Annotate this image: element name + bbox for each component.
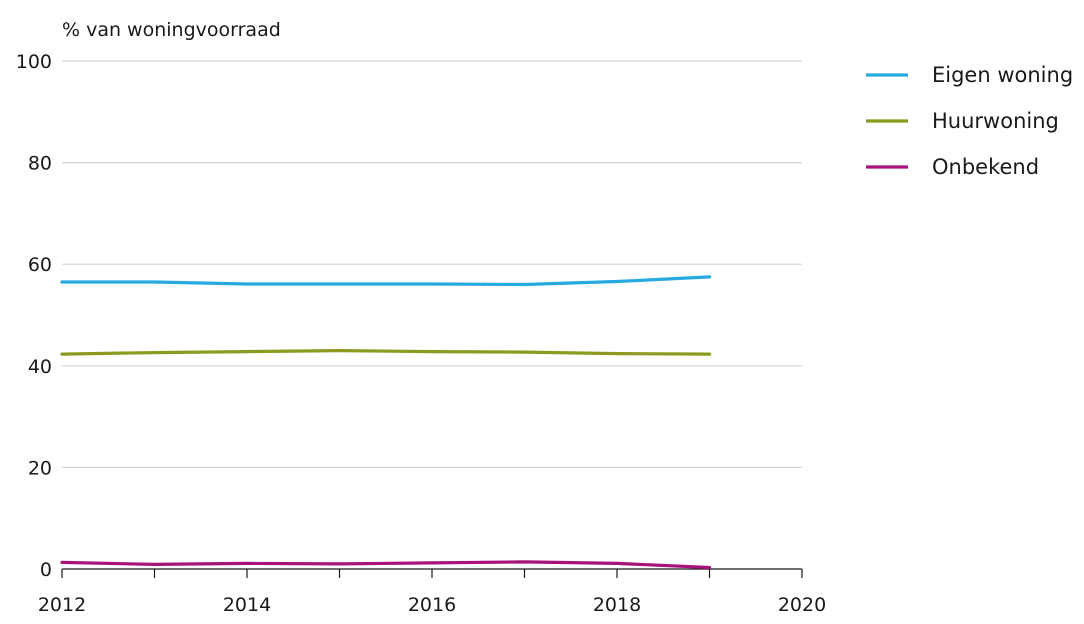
y-tick-label: 0 — [40, 559, 52, 581]
series-line-3 — [60, 560, 712, 570]
legend-label: Eigen woning — [932, 63, 1073, 87]
legend-label: Onbekend — [932, 155, 1039, 179]
series-line-2 — [60, 349, 712, 356]
legend-label: Huurwoning — [932, 109, 1059, 133]
series-line-1 — [60, 275, 712, 287]
x-tick-label: 2020 — [778, 594, 826, 616]
y-tick-label: 20 — [28, 457, 52, 479]
gridlines — [62, 60, 802, 468]
y-tick-label: 60 — [28, 254, 52, 276]
x-tick-label: 2016 — [408, 594, 456, 616]
x-tick-label: 2018 — [593, 594, 641, 616]
y-axis-label: % van woningvoorraad — [62, 19, 281, 41]
y-tick-label: 40 — [28, 356, 52, 378]
axes: 0 20 40 60 80 100 2012 2014 2016 2018 2020 — [16, 51, 826, 616]
y-tick-label: 80 — [28, 153, 52, 175]
legend: Eigen woning Huurwoning Onbekend — [866, 63, 1073, 179]
x-tick-label: 2012 — [38, 594, 86, 616]
x-tick-label: 2014 — [223, 594, 271, 616]
series-lines — [60, 275, 712, 570]
y-tick-label: 100 — [16, 51, 52, 73]
